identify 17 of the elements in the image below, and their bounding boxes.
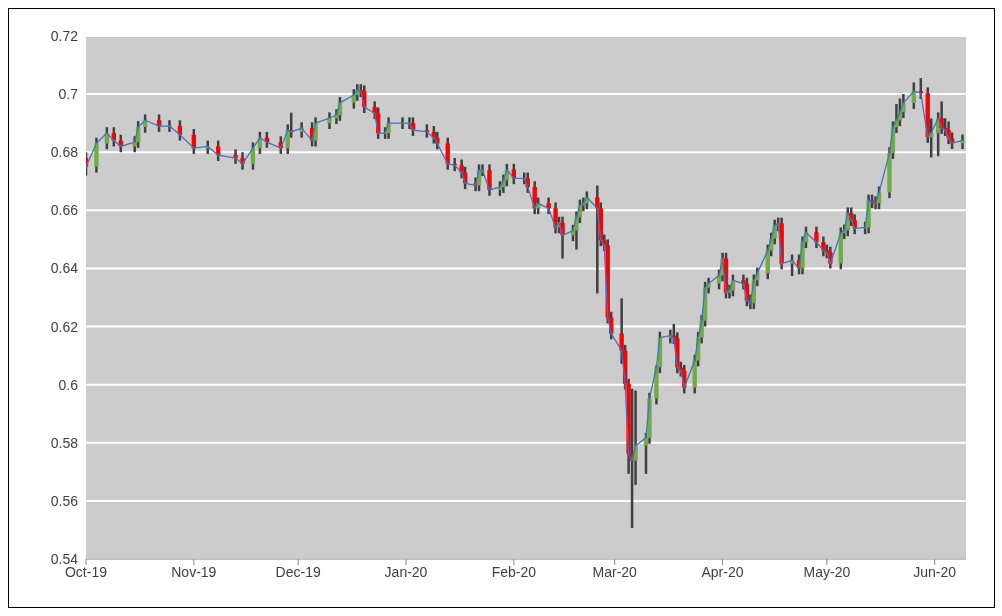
y-tick-label: 0.56 (50, 492, 79, 509)
x-tick-label: Dec-19 (275, 563, 321, 580)
x-tick-label: Mar-20 (592, 563, 638, 580)
x-tick-label: Jan-20 (384, 563, 428, 580)
y-tick-label: 0.64 (50, 260, 79, 277)
x-tick-label: May-20 (803, 563, 851, 580)
y-tick-label: 0.62 (50, 318, 79, 335)
x-tick-label: Feb-20 (491, 563, 537, 580)
x-tick-label: Nov-19 (171, 563, 217, 580)
y-tick-label: 0.58 (50, 434, 79, 451)
x-tick-label: Apr-20 (701, 563, 744, 580)
x-tick-label: Jun-20 (913, 563, 957, 580)
y-tick-label: 0.7 (58, 86, 79, 103)
y-tick-label: 0.72 (50, 27, 79, 44)
y-tick-label: 0.6 (58, 376, 79, 393)
y-tick-label: 0.68 (50, 144, 79, 161)
y-tick-label: 0.66 (50, 202, 79, 219)
